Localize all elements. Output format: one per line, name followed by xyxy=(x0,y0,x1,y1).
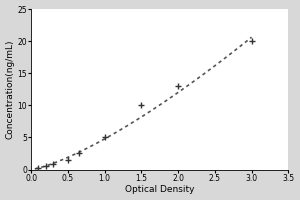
Y-axis label: Concentration(ng/mL): Concentration(ng/mL) xyxy=(6,40,15,139)
X-axis label: Optical Density: Optical Density xyxy=(125,185,194,194)
